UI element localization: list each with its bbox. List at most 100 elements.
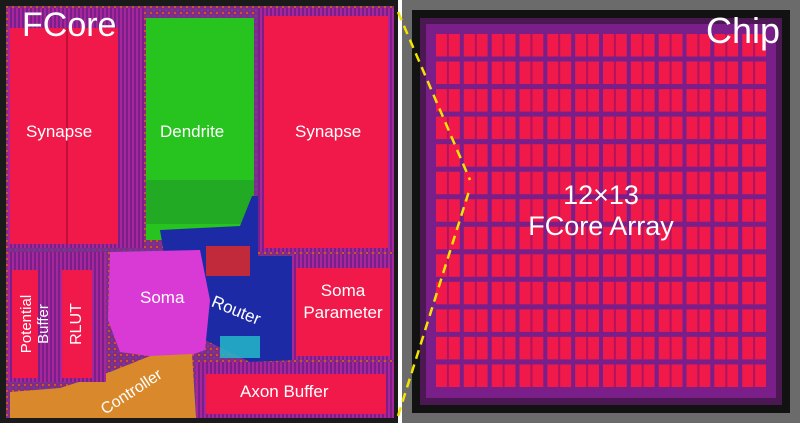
fcore-array-cell-divider xyxy=(586,144,589,167)
fcore-array-cell-divider xyxy=(446,364,449,387)
fcore-array-cell-divider xyxy=(725,281,728,305)
chip-title: Chip xyxy=(706,10,781,51)
fcore-array-cell-divider xyxy=(725,116,728,140)
fcore-array-cell-divider xyxy=(446,281,449,305)
fcore-array-cell-divider xyxy=(641,281,644,305)
fcore-array-cell-divider xyxy=(586,89,589,112)
fcore-array-cell-divider xyxy=(753,171,756,195)
fcore-array-cell-divider xyxy=(474,34,477,57)
fcore-array-cell-divider xyxy=(641,364,644,387)
controller-region xyxy=(10,354,196,418)
fcore-array-cell-divider xyxy=(669,309,672,332)
fcore-array-cell-divider xyxy=(558,364,561,387)
fcore-array-cell-divider xyxy=(474,281,477,305)
fcore-array-cell-divider xyxy=(641,144,644,167)
soma-parameter-label: Soma Parameter xyxy=(296,280,390,324)
fcore-array-cell-divider xyxy=(669,144,672,167)
fcore-array-cell-divider xyxy=(586,254,589,277)
fcore-array-cell-divider xyxy=(697,364,700,387)
fcore-array-cell-divider xyxy=(725,199,728,222)
fcore-array-cell-divider xyxy=(502,309,505,332)
potential-buffer-block xyxy=(12,270,38,378)
fcore-array-cell-divider xyxy=(669,199,672,222)
fcore-array-cell-divider xyxy=(446,34,449,57)
fcore-array-cell-divider xyxy=(530,171,533,195)
fcore-array-cell-divider xyxy=(586,226,589,250)
fcore-array-cell-divider xyxy=(753,61,756,84)
fcore-array-cell-divider xyxy=(613,199,616,222)
fcore-array-cell-divider xyxy=(502,199,505,222)
soma-parameter-line1: Soma xyxy=(320,281,366,300)
fcore-array-cell-divider xyxy=(753,144,756,167)
fcore-array-cell-divider xyxy=(697,116,700,140)
rlut-block xyxy=(62,270,92,378)
fcore-array-cell-divider xyxy=(558,116,561,140)
fcore-array-cell-divider xyxy=(725,144,728,167)
soma-region xyxy=(108,250,210,360)
fcore-array-cell-divider xyxy=(586,34,589,57)
fcore-array-cell-divider xyxy=(753,364,756,387)
fcore-array-cell-divider xyxy=(558,89,561,112)
fcore-array-cell-divider xyxy=(530,226,533,250)
rlut-label-box: RLUT xyxy=(62,272,92,376)
fcore-array-cell-divider xyxy=(669,116,672,140)
fcore-array-cell-divider xyxy=(697,254,700,277)
fcore-array-cell-divider xyxy=(641,226,644,250)
fcore-array-cell-divider xyxy=(641,116,644,140)
cyan-patch xyxy=(220,336,260,358)
fcore-array-cell-divider xyxy=(530,281,533,305)
rlut-label: RLUT xyxy=(68,303,85,345)
fcore-array-cell-divider xyxy=(725,364,728,387)
synapse-right-block xyxy=(264,16,388,248)
panel-divider xyxy=(398,0,402,423)
axon-buffer-block xyxy=(206,374,386,414)
fcore-array-cell-divider xyxy=(725,34,728,57)
fcore-array-cell-divider xyxy=(613,89,616,112)
fcore-array-cell-divider xyxy=(502,34,505,57)
fcore-array-cell-divider xyxy=(613,309,616,332)
fcore-array-cell-divider xyxy=(725,61,728,84)
fcore-array-cell-divider xyxy=(530,89,533,112)
fcore-array-cell-divider xyxy=(474,171,477,195)
fcore-array-cell-divider xyxy=(446,89,449,112)
fcore-array-cell-divider xyxy=(725,309,728,332)
fcore-array-cell-divider xyxy=(530,34,533,57)
fcore-array-cell-divider xyxy=(558,226,561,250)
synapse-right-label: Synapse xyxy=(295,122,362,141)
fcore-panel: FCore Synapse Dendrite Synapse Potential… xyxy=(0,0,398,423)
potential-buffer-line1: Potential xyxy=(18,294,35,354)
fcore-array-cell-divider xyxy=(586,61,589,84)
fcore-array-cell-divider xyxy=(502,281,505,305)
fcore-array-cell-divider xyxy=(446,116,449,140)
fcore-array-cell-divider xyxy=(558,309,561,332)
fcore-array-label: 12×13 FCore Array xyxy=(426,180,776,242)
chip-panel: Chip 12×13 FCore Array xyxy=(402,0,800,423)
fcore-array-cell-divider xyxy=(446,336,449,360)
fcore-array-cell-divider xyxy=(558,336,561,360)
fcore-array-cell-divider xyxy=(641,336,644,360)
fcore-array-cell-divider xyxy=(586,171,589,195)
fcore-array-cell-divider xyxy=(474,226,477,250)
fcore-array-cell-divider xyxy=(502,144,505,167)
fcore-array-cell-divider xyxy=(725,254,728,277)
fcore-array-cell-divider xyxy=(697,336,700,360)
fcore-array-cell-divider xyxy=(474,364,477,387)
fcore-array-cell-divider xyxy=(446,254,449,277)
fcore-array-cell-divider xyxy=(697,281,700,305)
fcore-array-cell-divider xyxy=(753,226,756,250)
fcore-array-cell-divider xyxy=(474,254,477,277)
fcore-array-cell-divider xyxy=(697,171,700,195)
fcore-array-cell-divider xyxy=(613,34,616,57)
fcore-array-cell-divider xyxy=(446,61,449,84)
synapse-left-divider xyxy=(66,28,68,244)
fcore-array-cell-divider xyxy=(613,171,616,195)
fcore-array-cell-divider xyxy=(474,336,477,360)
fcore-array-cell-divider xyxy=(586,199,589,222)
fcore-array-cell-divider xyxy=(613,226,616,250)
fcore-array-cell-divider xyxy=(502,336,505,360)
fcore-array-cell-divider xyxy=(530,254,533,277)
fcore-array-cell-divider xyxy=(558,171,561,195)
fcore-array-cell-divider xyxy=(474,116,477,140)
fcore-array-cell-divider xyxy=(474,61,477,84)
fcore-array-cell-divider xyxy=(558,199,561,222)
